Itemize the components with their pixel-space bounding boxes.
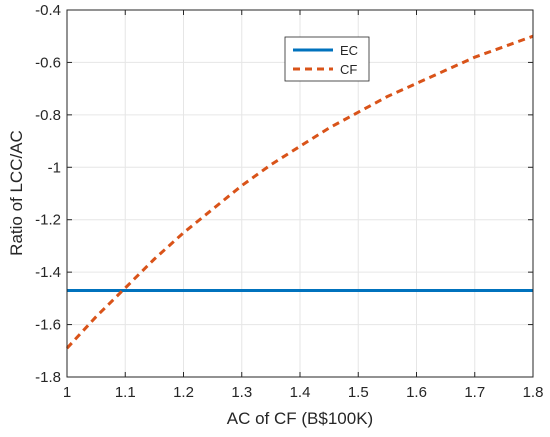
- x-tick-label: 1.5: [348, 384, 369, 401]
- x-tick-label: 1.7: [464, 384, 485, 401]
- x-axis-label: AC of CF (B$100K): [227, 409, 373, 428]
- grid: [67, 10, 533, 377]
- y-tick-label: -1.6: [35, 317, 61, 334]
- x-tick-label: 1: [63, 384, 71, 401]
- y-tick-label: -0.6: [35, 54, 61, 71]
- y-tick-label: -0.4: [35, 2, 61, 19]
- x-tick-label: 1.6: [406, 384, 427, 401]
- y-tick-label: -1.2: [35, 212, 61, 229]
- series-line-cf: [65, 34, 534, 350]
- legend-label-ec: EC: [340, 43, 358, 58]
- ticks: 1 1.1 1.2 1.3 1.4 1.5 1.6 1.7 1.8 -1.8 -1.6 -1.4 -1.…: [35, 2, 543, 401]
- y-axis-label: Ratio of LCC/AC: [7, 130, 26, 256]
- y-tick-label: -0.8: [35, 107, 61, 124]
- legend-box: [284, 36, 370, 82]
- x-tick-label: 1.1: [115, 384, 136, 401]
- y-tick-label: -1.4: [35, 264, 61, 281]
- legend: EC CF: [284, 36, 370, 82]
- legend-label-cf: CF: [340, 62, 357, 77]
- y-tick-label: -1.8: [35, 369, 61, 386]
- x-tick-label: 1.2: [173, 384, 194, 401]
- x-tick-label: 1.8: [523, 384, 544, 401]
- series-layer: [65, 34, 534, 350]
- x-tick-label: 1.3: [231, 384, 252, 401]
- y-tick-label: -1: [48, 159, 61, 176]
- x-tick-label: 1.4: [290, 384, 311, 401]
